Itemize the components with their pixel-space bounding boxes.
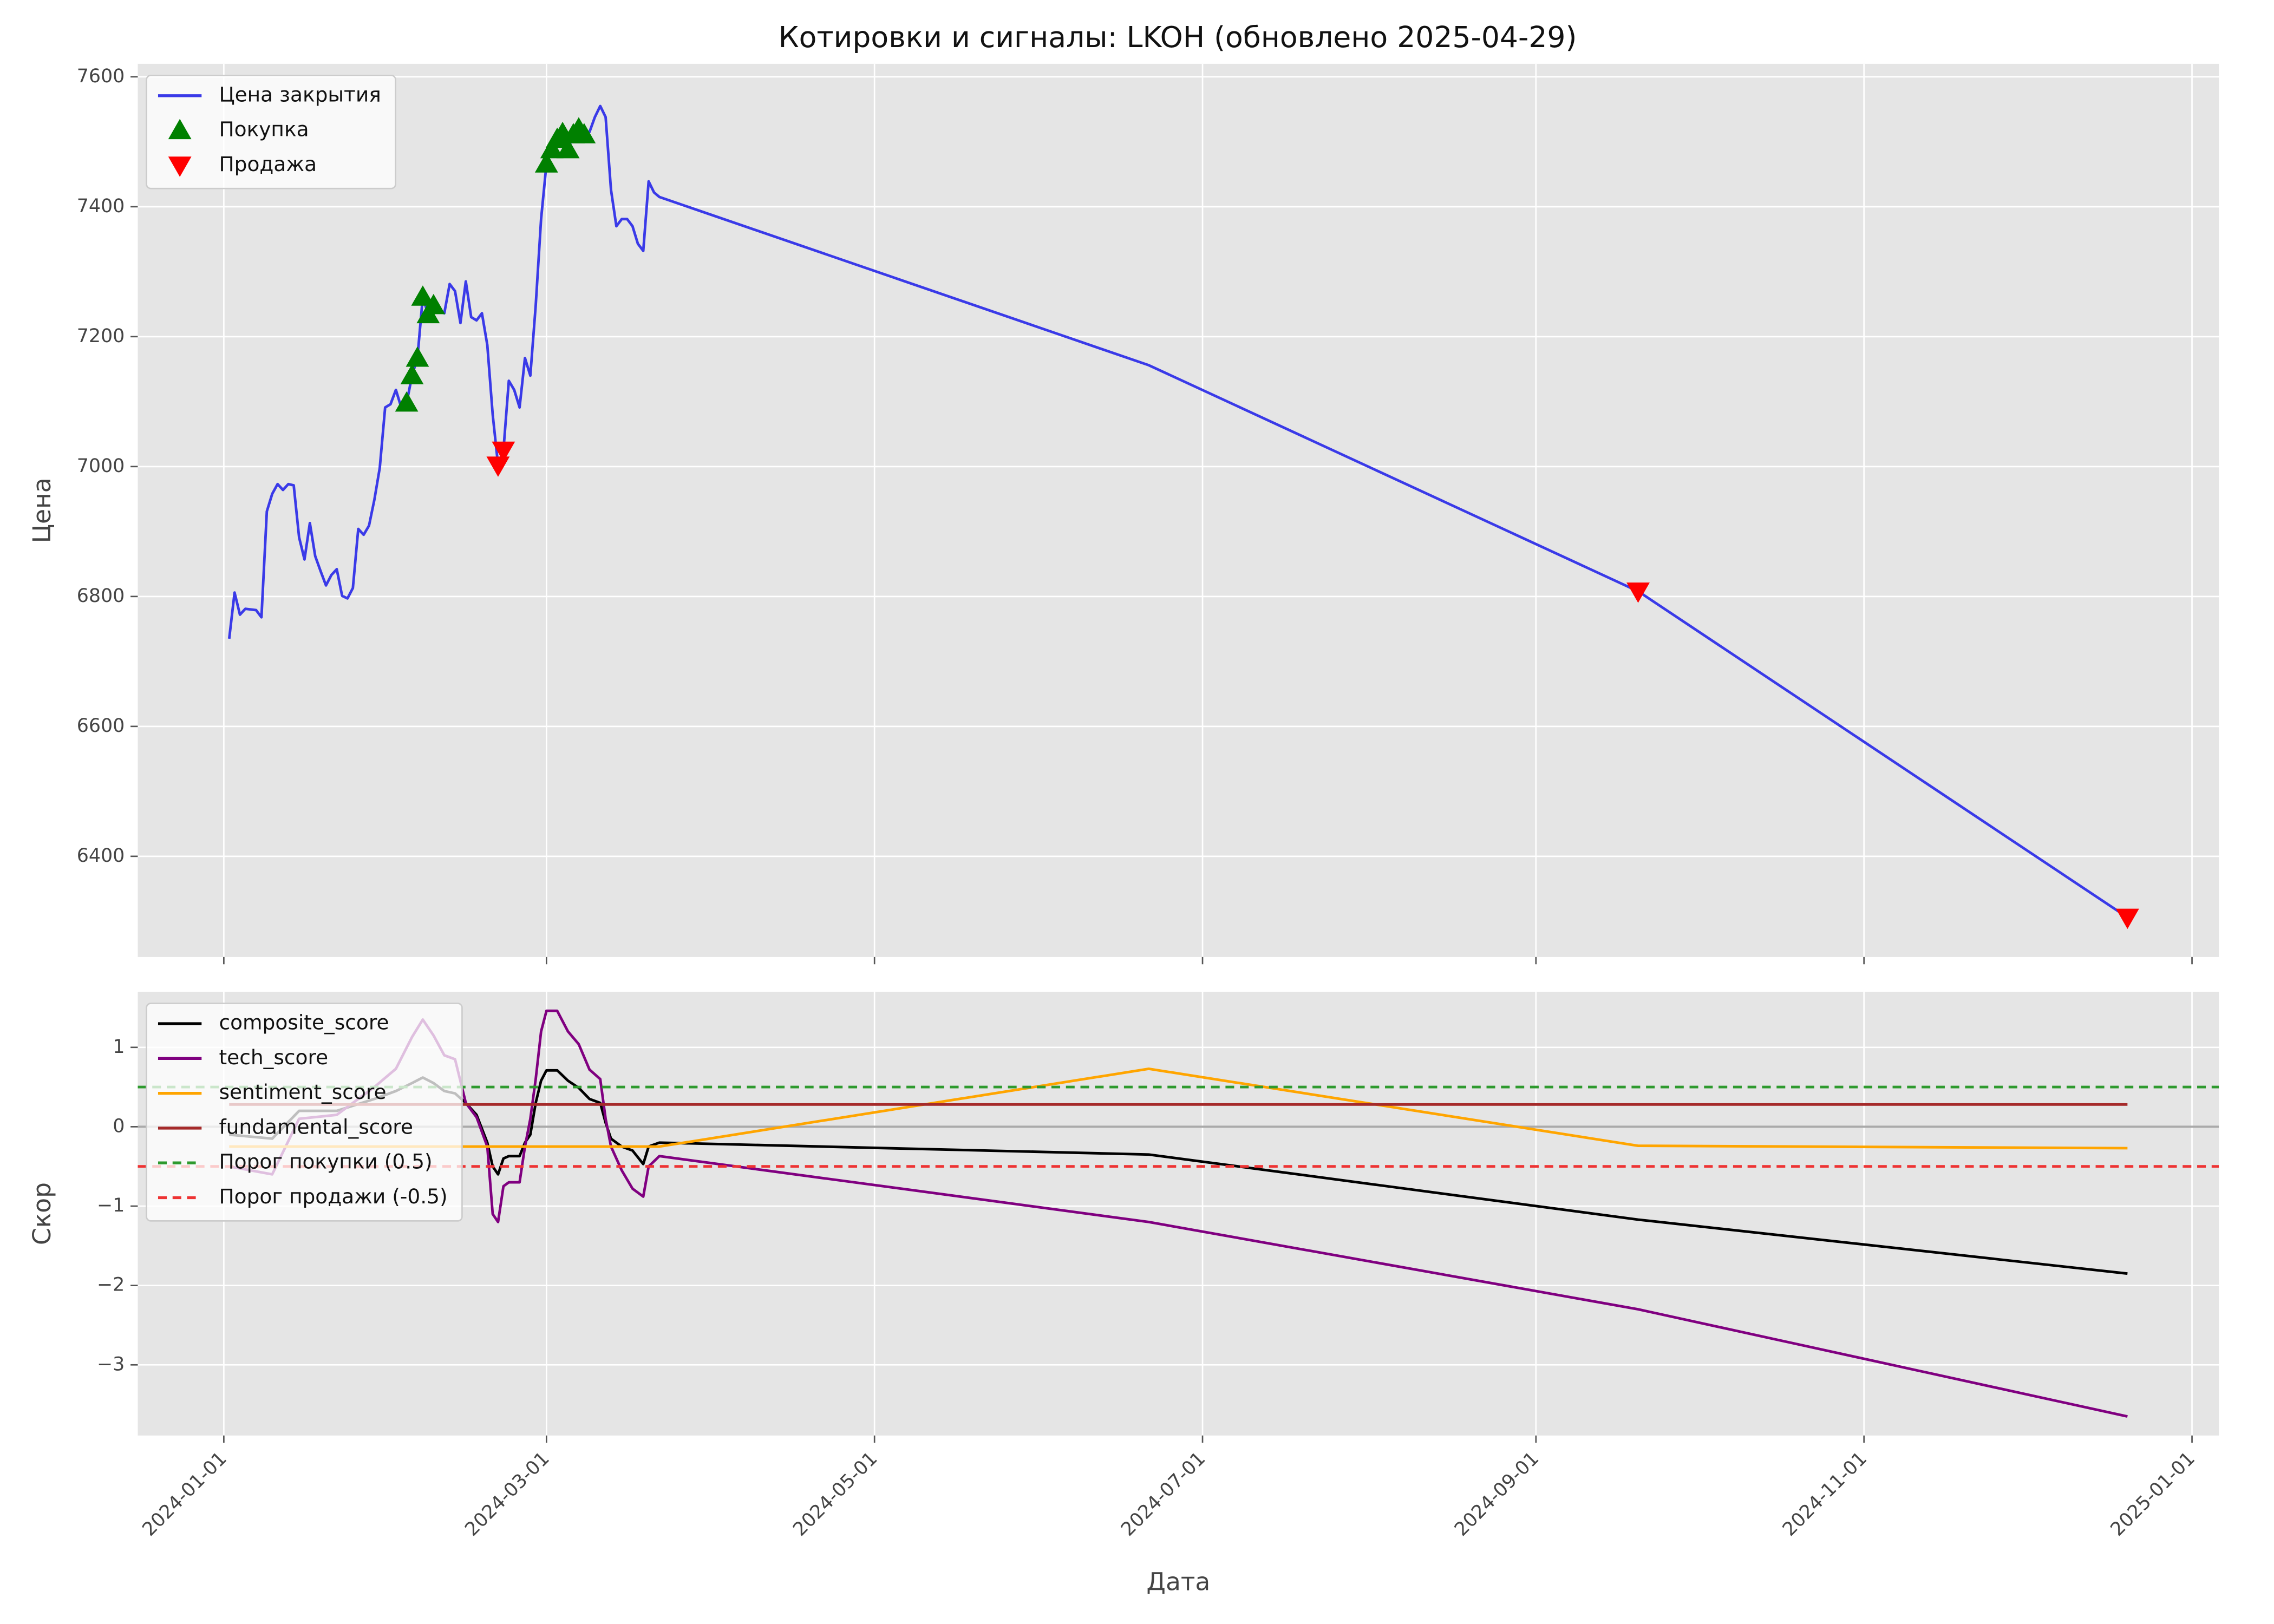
signal-marker xyxy=(2115,908,2139,929)
y-tick-label: −3 xyxy=(97,1353,125,1375)
x-axis-label: Дата xyxy=(1146,1568,1210,1596)
signal-marker xyxy=(422,293,446,315)
signal-marker xyxy=(395,391,419,412)
legend-label: Порог продажи (-0.5) xyxy=(219,1184,447,1208)
legend-label: Продажа xyxy=(219,152,317,176)
legend-label: composite_score xyxy=(219,1011,389,1034)
signal-marker xyxy=(400,364,424,384)
signal-marker xyxy=(534,152,558,173)
chart-title: Котировки и сигналы: LKOH (обновлено 202… xyxy=(779,20,1577,54)
legend-label: Покупка xyxy=(219,117,309,141)
y-tick-label: 7000 xyxy=(77,455,125,477)
y-tick-label: −2 xyxy=(97,1274,125,1296)
legend-swatch xyxy=(168,156,192,177)
series-line xyxy=(227,104,2128,919)
signal-marker xyxy=(411,285,435,306)
legend-box xyxy=(146,1003,463,1222)
legend-label: tech_score xyxy=(219,1045,328,1069)
y-axis-label: Цена xyxy=(28,477,56,543)
y-tick-label: −1 xyxy=(97,1195,125,1216)
signal-marker xyxy=(556,137,580,159)
signal-marker xyxy=(406,346,429,367)
legend-label: Порог покупки (0.5) xyxy=(219,1150,432,1174)
signal-marker xyxy=(540,137,564,159)
y-tick-label: 6800 xyxy=(77,585,125,607)
y-tick-label: 7600 xyxy=(77,66,125,87)
signal-marker xyxy=(1626,582,1650,603)
legend-label: sentiment_score xyxy=(219,1080,386,1104)
signal-marker xyxy=(486,456,510,477)
y-tick-label: 7200 xyxy=(77,325,125,347)
signal-marker xyxy=(572,123,596,143)
y-tick-label: 7400 xyxy=(77,195,125,217)
legend-swatch xyxy=(168,119,192,140)
y-tick-label: 1 xyxy=(113,1036,125,1058)
legend-box xyxy=(146,74,396,189)
legend: Цена закрытия Покупка Продажа xyxy=(146,74,396,189)
y-tick-label: 6400 xyxy=(77,845,125,867)
legend-label: fundamental_score xyxy=(219,1115,413,1138)
legend: composite_score tech_score sentiment_score… xyxy=(146,1003,463,1222)
y-tick-label: 0 xyxy=(113,1115,125,1137)
signal-marker xyxy=(492,441,515,462)
y-axis-label: Скор xyxy=(28,1182,56,1245)
legend-label: Цена закрытия xyxy=(219,82,381,106)
y-tick-label: 6600 xyxy=(77,715,125,737)
plot-area xyxy=(138,63,2219,957)
